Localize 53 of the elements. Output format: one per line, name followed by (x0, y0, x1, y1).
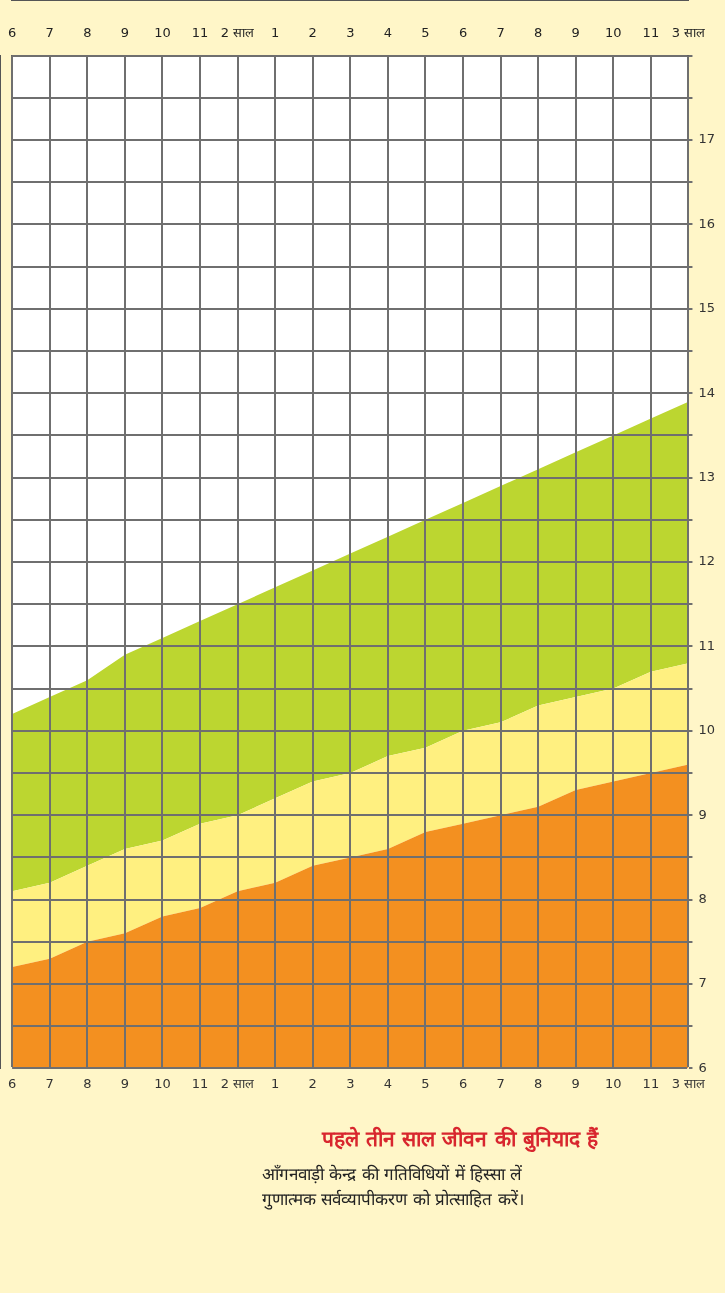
category-label: 2 (308, 25, 317, 41)
y-tick-label: 12 (698, 553, 715, 569)
text: आँगनवाड़ी केन्द्र की गतिविधियों में हिस्सा लें (262, 1163, 524, 1186)
category-label: 4 (383, 25, 393, 41)
x-tick-label: 7 (496, 1075, 505, 1091)
category-label: 9 (571, 25, 580, 41)
category-label: 7 (496, 25, 505, 41)
x-tick-label: 9 (120, 1075, 129, 1091)
category-label: 9 (120, 25, 129, 41)
x-tick-label: 1 (271, 1075, 280, 1091)
x-tick-label: 3 (346, 1075, 355, 1091)
category-label: 8 (534, 25, 543, 41)
category-label: 6 (7, 25, 17, 41)
y-tick-label: 17 (698, 131, 715, 147)
category-label: 7 (45, 25, 54, 41)
x-tick-label: 11 (191, 1075, 209, 1091)
x-tick-label: 2 साल (220, 1075, 255, 1091)
category-label: 11 (191, 25, 209, 41)
y-tick-label: 11 (698, 637, 715, 653)
y-tick-label: 16 (698, 215, 715, 231)
x-tick-label: 5 (421, 1075, 430, 1091)
text: पहले तीन साल जीवन की बुनियाद हैं (320, 1125, 600, 1152)
category-label: 11 (642, 25, 660, 41)
y-tick-label: 9 (698, 806, 707, 822)
x-tick-label: 9 (571, 1075, 580, 1091)
x-tick-label: 11 (642, 1075, 660, 1091)
category-label: 3 साल (671, 25, 706, 41)
y-tick-label: 13 (698, 468, 715, 484)
y-tick-label: 7 (698, 975, 707, 991)
x-tick-label: 10 (605, 1075, 622, 1091)
y-tick-label: 6 (698, 1059, 707, 1075)
x-tick-label: 2 (308, 1075, 317, 1091)
category-label: 10 (605, 25, 622, 41)
category-label: 10 (154, 25, 171, 41)
category-label: 8 (83, 25, 92, 41)
x-tick-label: 7 (45, 1075, 54, 1091)
x-tick-label: 8 (83, 1075, 92, 1091)
x-tick-label: 6 (458, 1075, 468, 1091)
x-tick-label: 6 (7, 1075, 17, 1091)
x-tick-label: 3 साल (671, 1075, 706, 1091)
y-tick-label: 8 (698, 890, 707, 906)
y-tick-label: 15 (698, 300, 715, 316)
category-label: 1 (271, 25, 280, 41)
y-tick-label: 14 (698, 384, 715, 400)
x-tick-label: 10 (154, 1075, 171, 1091)
category-label: 2 साल (220, 25, 255, 41)
category-label: 6 (458, 25, 468, 41)
x-tick-label: 8 (534, 1075, 543, 1091)
text: गुणात्मक सर्वव्यापीकरण को प्रोत्साहित करें। (262, 1188, 525, 1212)
x-tick-label: 4 (383, 1075, 393, 1091)
y-tick-label: 10 (698, 722, 715, 738)
category-label: 3 (346, 25, 355, 41)
category-label: 5 (421, 25, 430, 41)
